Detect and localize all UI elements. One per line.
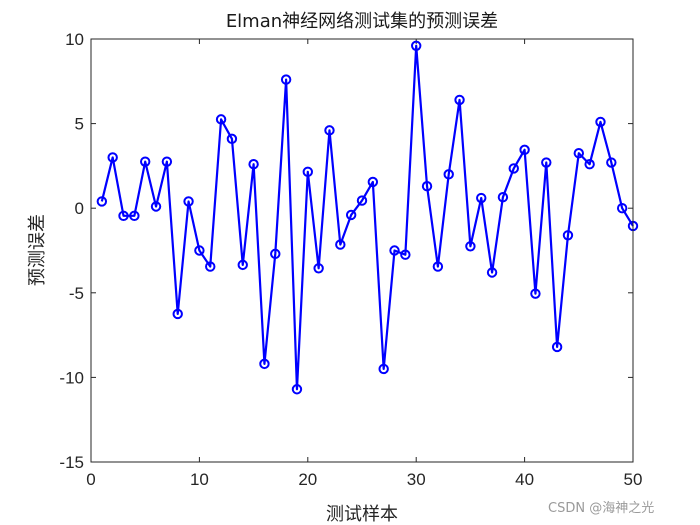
y-tick-label: 5 [75,115,84,134]
x-tick-label: 30 [407,470,426,489]
data-point [356,195,368,206]
data-point [476,192,487,204]
data-point [497,192,509,203]
plot-frame [90,38,634,463]
x-tick-label: 50 [624,470,643,489]
data-point [270,248,281,260]
data-point [367,176,379,188]
data-point [302,166,313,178]
y-axis-title: 预测误差 [27,214,48,286]
data-point [595,116,606,128]
data-point [161,156,173,167]
y-tick-label: 10 [65,30,84,49]
data-point [345,209,357,221]
x-tick-label: 10 [190,470,209,489]
data-point [129,210,140,222]
data-point [205,261,216,272]
data-point [616,203,628,214]
data-point [486,267,498,278]
data-point [172,308,183,320]
data-point [378,363,389,375]
data-point [573,148,584,159]
data-point [508,163,519,174]
data-point [313,263,324,274]
x-tick-label: 40 [515,470,534,489]
data-point [519,144,530,156]
data-point [194,245,205,256]
y-tick-label: -10 [59,368,84,387]
data-point [584,159,595,170]
data-point [140,156,151,167]
data-point [107,152,118,163]
y-tick-label: -15 [59,453,84,472]
data-point [454,94,465,106]
data-point [562,230,574,241]
data-point [443,169,454,180]
data-point [248,159,259,170]
data-point [606,157,617,168]
series-layer [96,40,639,395]
watermark: CSDN @海神之光 [548,501,655,516]
chart-title: Elman神经网络测试集的预测误差 [226,11,498,32]
data-point [530,288,541,299]
plot-background [91,39,633,462]
data-point [324,125,335,136]
axis-ticks: 0 10 20 30 40 50 -15 -10 -5 0 5 10 [59,30,642,489]
data-point [280,74,292,85]
data-point [335,239,346,250]
y-tick-label: 0 [75,199,84,218]
data-point [226,133,238,145]
x-tick-label: 20 [298,470,317,489]
data-point [465,241,476,252]
data-point [389,245,400,256]
x-axis-title: 测试样本 [326,504,398,525]
data-point [259,358,270,370]
data-point [96,196,108,207]
data-point [400,249,411,260]
x-tick-label: 0 [86,470,95,489]
data-point [551,341,563,353]
data-point [150,201,162,212]
data-point [183,196,194,207]
data-point [291,384,303,395]
data-point [118,210,129,222]
data-point [215,114,227,125]
data-point [411,40,422,51]
y-tick-label: -5 [69,284,84,303]
data-point [541,157,552,168]
series-line [100,44,634,391]
data-point [421,181,433,192]
data-point [237,259,248,271]
data-point [432,261,444,272]
